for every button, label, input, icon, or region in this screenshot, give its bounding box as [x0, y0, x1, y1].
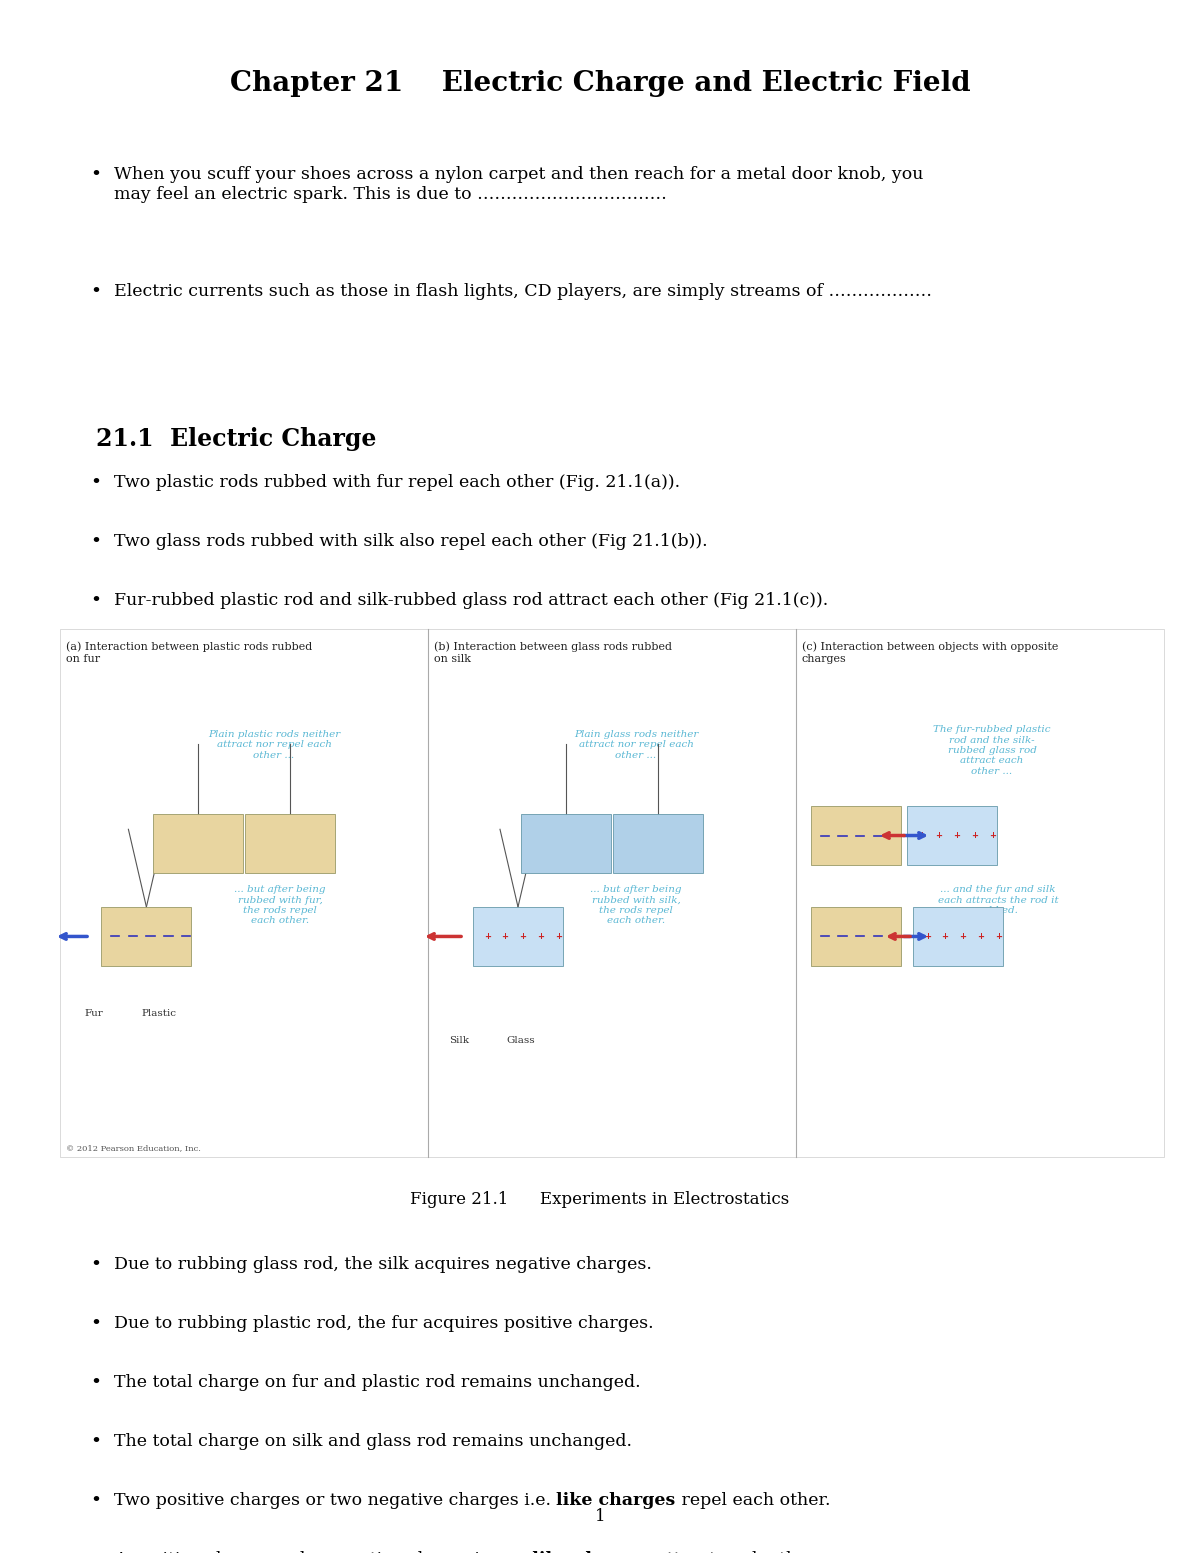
Text: +: +: [538, 932, 544, 941]
Bar: [522, 814, 612, 873]
Text: +: +: [989, 831, 996, 840]
Text: Two positive charges or two negative charges i.e.: Two positive charges or two negative cha…: [114, 1492, 557, 1510]
Text: +: +: [995, 932, 1002, 941]
Text: +: +: [971, 831, 978, 840]
Text: +: +: [924, 932, 931, 941]
Text: Electric currents such as those in flash lights, CD players, are simply streams : Electric currents such as those in flash…: [114, 283, 932, 300]
Text: attract each other.: attract each other.: [652, 1551, 820, 1553]
Text: ... but after being
rubbed with fur,
the rods repel
each other.: ... but after being rubbed with fur, the…: [234, 885, 325, 926]
Text: Plain glass rods neither
attract nor repel each
other ...: Plain glass rods neither attract nor rep…: [574, 730, 698, 759]
Text: Fur: Fur: [84, 1009, 103, 1019]
Text: •: •: [90, 166, 101, 185]
Text: +: +: [977, 932, 984, 941]
Bar: [811, 806, 901, 865]
Text: Two glass rods rubbed with silk also repel each other (Fig 21.1(b)).: Two glass rods rubbed with silk also rep…: [114, 533, 708, 550]
Text: +: +: [918, 831, 925, 840]
Text: +: +: [942, 932, 948, 941]
Text: +: +: [502, 932, 509, 941]
Text: (b) Interaction between glass rods rubbed
on silk: (b) Interaction between glass rods rubbe…: [434, 641, 672, 663]
Bar: [811, 907, 901, 966]
Text: The total charge on fur and plastic rod remains unchanged.: The total charge on fur and plastic rod …: [114, 1374, 641, 1391]
Text: repel each other.: repel each other.: [676, 1492, 830, 1510]
Bar: [60, 629, 1164, 1157]
Text: •: •: [90, 1374, 101, 1393]
Bar: [473, 907, 563, 966]
Text: •: •: [90, 474, 101, 492]
Text: Glass: Glass: [506, 1036, 535, 1045]
Text: Plastic: Plastic: [142, 1009, 176, 1019]
Text: •: •: [90, 1315, 101, 1334]
Text: © 2012 Pearson Education, Inc.: © 2012 Pearson Education, Inc.: [66, 1145, 200, 1152]
Text: The total charge on silk and glass rod remains unchanged.: The total charge on silk and glass rod r…: [114, 1433, 632, 1451]
Text: •: •: [90, 1551, 101, 1553]
Bar: [101, 907, 192, 966]
Text: •: •: [90, 1492, 101, 1511]
Text: A positive charge and a negative charge i.e.: A positive charge and a negative charge …: [114, 1551, 506, 1553]
Text: 21.1  Electric Charge: 21.1 Electric Charge: [96, 427, 377, 450]
Text: •: •: [90, 1256, 101, 1275]
Text: +: +: [936, 831, 943, 840]
Text: +: +: [959, 932, 966, 941]
Text: +: +: [953, 831, 960, 840]
Text: like charges: like charges: [557, 1492, 676, 1510]
Text: Due to rubbing glass rod, the silk acquires negative charges.: Due to rubbing glass rod, the silk acqui…: [114, 1256, 652, 1273]
Bar: [154, 814, 244, 873]
Text: +: +: [484, 932, 491, 941]
Text: Figure 21.1      Experiments in Electrostatics: Figure 21.1 Experiments in Electrostatic…: [410, 1191, 790, 1208]
Text: •: •: [90, 592, 101, 610]
Text: Fur-rubbed plastic rod and silk-rubbed glass rod attract each other (Fig 21.1(c): Fur-rubbed plastic rod and silk-rubbed g…: [114, 592, 828, 609]
Bar: [913, 907, 1003, 966]
Bar: [245, 814, 335, 873]
Text: unlike charges: unlike charges: [506, 1551, 652, 1553]
Text: Chapter 21    Electric Charge and Electric Field: Chapter 21 Electric Charge and Electric …: [229, 70, 971, 96]
Text: ... but after being
rubbed with silk,
the rods repel
each other.: ... but after being rubbed with silk, th…: [590, 885, 682, 926]
Text: ... and the fur and silk
each attracts the rod it
rubbed.: ... and the fur and silk each attracts t…: [937, 885, 1058, 915]
Text: Plain plastic rods neither
attract nor repel each
other ...: Plain plastic rods neither attract nor r…: [208, 730, 340, 759]
Text: When you scuff your shoes across a nylon carpet and then reach for a metal door : When you scuff your shoes across a nylon…: [114, 166, 923, 203]
Text: •: •: [90, 533, 101, 551]
Text: •: •: [90, 1433, 101, 1452]
Bar: [613, 814, 702, 873]
Text: +: +: [520, 932, 527, 941]
Text: The fur-rubbed plastic
rod and the silk-
rubbed glass rod
attract each
other ...: The fur-rubbed plastic rod and the silk-…: [934, 725, 1051, 776]
Text: Due to rubbing plastic rod, the fur acquires positive charges.: Due to rubbing plastic rod, the fur acqu…: [114, 1315, 654, 1332]
Text: Two plastic rods rubbed with fur repel each other (Fig. 21.1(a)).: Two plastic rods rubbed with fur repel e…: [114, 474, 680, 491]
Text: Silk: Silk: [450, 1036, 469, 1045]
Text: (a) Interaction between plastic rods rubbed
on fur: (a) Interaction between plastic rods rub…: [66, 641, 312, 663]
Text: (c) Interaction between objects with opposite
charges: (c) Interaction between objects with opp…: [802, 641, 1058, 663]
Text: 1: 1: [595, 1508, 605, 1525]
Text: •: •: [90, 283, 101, 301]
Bar: [907, 806, 997, 865]
Text: +: +: [554, 932, 562, 941]
